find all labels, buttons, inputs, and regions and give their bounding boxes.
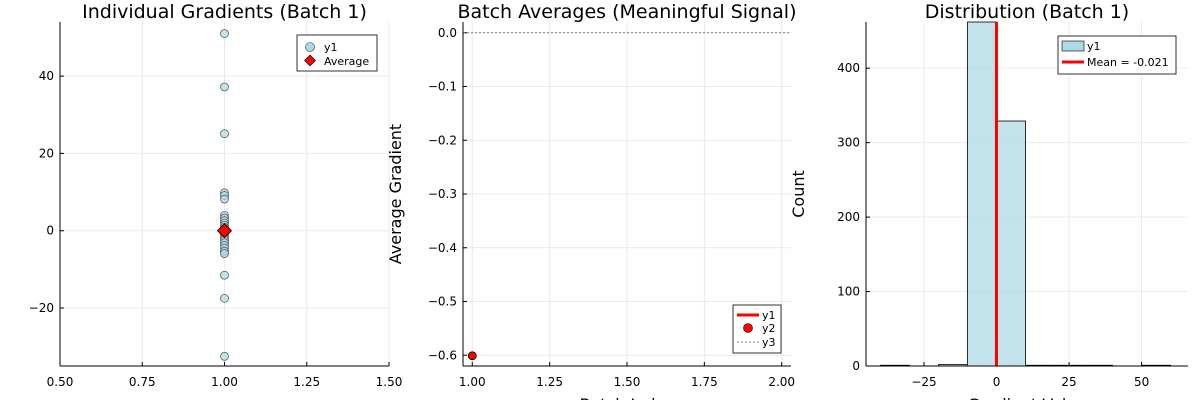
x-tick-label: 0 <box>993 375 1001 389</box>
legend-marker-average <box>304 54 316 67</box>
y-tick-label: −0.5 <box>428 295 457 309</box>
y-tick-label: 20 <box>39 146 54 160</box>
x-axis-label: Gradient Value <box>968 395 1087 400</box>
histogram-bar <box>967 21 997 367</box>
scatter-point <box>220 129 229 139</box>
x-tick-label: 25 <box>1061 375 1076 389</box>
y-tick-label: −20 <box>29 301 54 315</box>
y-tick-label: 0 <box>852 359 860 373</box>
y-tick-label: 100 <box>837 285 860 299</box>
legend-label: y3 <box>762 336 776 349</box>
y-tick-label: 300 <box>837 136 860 150</box>
x-axis-label: Batch Index <box>579 395 674 400</box>
x-tick-label: −25 <box>911 375 936 389</box>
legend-label: y1 <box>762 309 776 322</box>
histogram-bar <box>996 120 1026 367</box>
y-tick-label: 0 <box>46 224 54 238</box>
subplot-2: Batch Averages (Meaningful Signal) 1.00 1.… <box>386 1 797 400</box>
x-tick-label: 1.00 <box>459 375 486 389</box>
legend-marker-y2 <box>743 323 753 333</box>
average-diamond <box>216 223 233 239</box>
chart-title: Distribution (Batch 1) <box>925 1 1129 23</box>
y-tick-label: −0.2 <box>428 133 457 147</box>
legend: y1 Mean = -0.021 <box>1057 35 1177 75</box>
y-tick-label: 400 <box>837 61 860 75</box>
y-axis-label: Count <box>789 170 808 218</box>
scatter-point <box>220 270 229 280</box>
legend-patch-y1 <box>1061 40 1085 52</box>
legend-marker-y1 <box>305 42 315 52</box>
x-tick-label: 1.25 <box>536 375 563 389</box>
x-tick-label: 0.75 <box>129 375 156 389</box>
subplot-1: Individual Gradients (Batch 1) 0.50 0.75 1.… <box>29 1 403 389</box>
legend-label: y2 <box>762 322 776 335</box>
x-tick-label: 1.25 <box>293 375 320 389</box>
x-tick-label: 1.00 <box>211 375 238 389</box>
y-axis-label: Average Gradient <box>386 124 405 264</box>
y-tick-label: −0.6 <box>428 348 457 362</box>
chart-title: Individual Gradients (Batch 1) <box>82 1 367 23</box>
x-tick-label: 2.00 <box>768 375 795 389</box>
x-tick-label: 1.50 <box>376 375 403 389</box>
y-tick-label: −0.4 <box>428 241 457 255</box>
legend-label: y1 <box>1087 40 1101 53</box>
y-tick-label: 40 <box>39 69 54 83</box>
x-tick-label: 1.50 <box>614 375 641 389</box>
batch-average-point <box>467 351 477 361</box>
scatter-point <box>220 294 229 303</box>
y-tick-label: −0.1 <box>428 80 457 94</box>
scatter-point <box>220 29 229 38</box>
chart-title: Batch Averages (Meaningful Signal) <box>457 1 796 23</box>
legend-label: y1 <box>324 41 338 54</box>
scatter-point <box>220 194 229 204</box>
scatter-point <box>220 249 229 258</box>
y-tick-label: −0.3 <box>428 187 457 201</box>
y-tick-label: 0.0 <box>438 26 457 40</box>
scatter-point <box>220 352 229 361</box>
subplot-3: Distribution (Batch 1) −25 0 25 50 0 100 200 300… <box>789 1 1188 400</box>
x-tick-label: 1.75 <box>691 375 718 389</box>
x-tick-label: 0.50 <box>47 375 74 389</box>
legend-label: Mean = -0.021 <box>1087 56 1169 69</box>
legend-box <box>732 304 782 354</box>
scatter-point <box>220 82 229 92</box>
legend-label: Average <box>324 55 369 68</box>
x-tick-label: 50 <box>1134 375 1149 389</box>
y-tick-label: 200 <box>837 210 860 224</box>
